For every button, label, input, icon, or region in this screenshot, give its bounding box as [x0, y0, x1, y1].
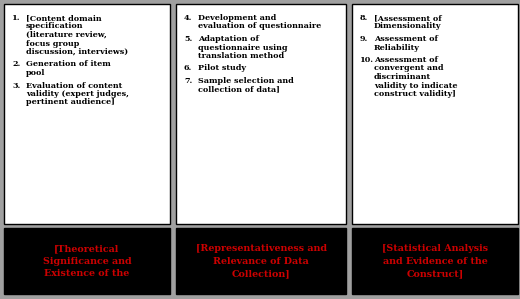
Text: validity (expert judges,: validity (expert judges, — [26, 90, 129, 98]
Text: Generation of item: Generation of item — [26, 60, 111, 68]
Text: 2.: 2. — [12, 60, 20, 68]
Text: Development and: Development and — [198, 14, 276, 22]
Text: [Theoretical
Significance and
Existence of the: [Theoretical Significance and Existence … — [43, 244, 132, 278]
Text: 4.: 4. — [184, 14, 192, 22]
Text: questionnaire using: questionnaire using — [198, 43, 288, 51]
Text: 1.: 1. — [12, 14, 20, 22]
Text: 6.: 6. — [184, 65, 192, 72]
Text: validity to indicate: validity to indicate — [374, 82, 458, 89]
Text: focus group: focus group — [26, 39, 80, 48]
Text: [Representativeness and
Relevance of Data
Collection]: [Representativeness and Relevance of Dat… — [196, 244, 327, 278]
Text: Evaluation of content: Evaluation of content — [26, 82, 122, 89]
Text: collection of data]: collection of data] — [198, 86, 280, 94]
Text: 5.: 5. — [184, 35, 192, 43]
Text: pertinent audience]: pertinent audience] — [26, 98, 115, 106]
Bar — [4, 4, 170, 224]
Text: [Content domain: [Content domain — [26, 14, 101, 22]
Text: discussion, interviews): discussion, interviews) — [26, 48, 128, 56]
Text: Pilot study: Pilot study — [198, 65, 246, 72]
Text: 10.: 10. — [360, 56, 374, 64]
Bar — [176, 228, 346, 294]
Text: 9.: 9. — [360, 35, 368, 43]
Text: Dimensionality: Dimensionality — [374, 22, 441, 30]
Bar — [352, 4, 518, 224]
Text: construct validity]: construct validity] — [374, 90, 456, 98]
Text: (literature review,: (literature review, — [26, 31, 107, 39]
Text: specification: specification — [26, 22, 84, 30]
Text: translation method: translation method — [198, 52, 284, 60]
Bar — [4, 228, 170, 294]
Text: 7.: 7. — [184, 77, 192, 85]
Text: Assessment of: Assessment of — [374, 35, 438, 43]
Text: [Assessment of: [Assessment of — [374, 14, 442, 22]
Text: discriminant: discriminant — [374, 73, 431, 81]
Text: pool: pool — [26, 69, 45, 77]
Text: Assessment of: Assessment of — [374, 56, 438, 64]
Text: Reliability: Reliability — [374, 43, 420, 51]
Bar — [352, 228, 518, 294]
Text: Adaptation of: Adaptation of — [198, 35, 259, 43]
Text: evaluation of questionnaire: evaluation of questionnaire — [198, 22, 321, 30]
Text: 3.: 3. — [12, 82, 20, 89]
Text: convergent and: convergent and — [374, 65, 444, 72]
Text: [Statistical Analysis
and Evidence of the
Construct]: [Statistical Analysis and Evidence of th… — [382, 244, 488, 278]
Bar — [176, 4, 346, 224]
Text: Sample selection and: Sample selection and — [198, 77, 294, 85]
Text: 8.: 8. — [360, 14, 368, 22]
